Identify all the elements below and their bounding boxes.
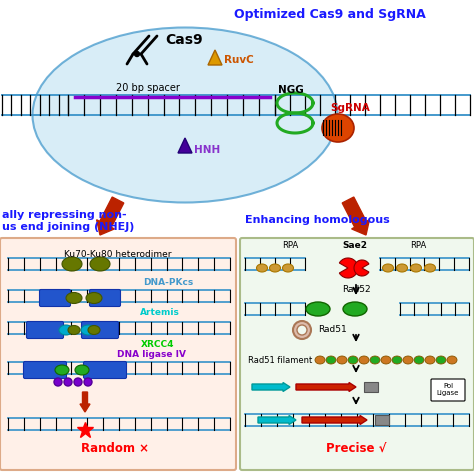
FancyArrow shape bbox=[252, 383, 290, 392]
Text: Rad51 filament: Rad51 filament bbox=[248, 356, 312, 365]
Text: Optimized Cas9 and SgRNA: Optimized Cas9 and SgRNA bbox=[234, 8, 426, 21]
Ellipse shape bbox=[270, 264, 281, 272]
Text: Rad52: Rad52 bbox=[342, 285, 370, 294]
Text: Precise √: Precise √ bbox=[326, 441, 386, 455]
Ellipse shape bbox=[322, 114, 354, 142]
Ellipse shape bbox=[392, 356, 402, 364]
Polygon shape bbox=[178, 138, 192, 153]
Text: DNA ligase IV: DNA ligase IV bbox=[118, 350, 186, 359]
Ellipse shape bbox=[326, 356, 336, 364]
Ellipse shape bbox=[306, 302, 330, 316]
Text: DNA-PKcs: DNA-PKcs bbox=[143, 278, 193, 287]
Ellipse shape bbox=[66, 292, 82, 303]
Text: Artemis: Artemis bbox=[140, 308, 180, 317]
Text: 20 bp spacer: 20 bp spacer bbox=[116, 83, 180, 93]
Ellipse shape bbox=[425, 356, 435, 364]
Text: RuvC: RuvC bbox=[224, 55, 254, 65]
FancyBboxPatch shape bbox=[27, 321, 64, 338]
Ellipse shape bbox=[59, 325, 73, 335]
Text: NGG: NGG bbox=[278, 85, 304, 95]
Ellipse shape bbox=[256, 264, 267, 272]
FancyArrow shape bbox=[80, 392, 90, 412]
Ellipse shape bbox=[436, 356, 446, 364]
Text: Pol
Ligase: Pol Ligase bbox=[437, 383, 459, 396]
FancyBboxPatch shape bbox=[82, 321, 118, 338]
Ellipse shape bbox=[62, 257, 82, 271]
Bar bbox=[375, 415, 389, 425]
Text: ally repressing non-: ally repressing non- bbox=[2, 210, 127, 220]
Ellipse shape bbox=[55, 365, 69, 375]
Polygon shape bbox=[208, 50, 222, 65]
Text: RPA: RPA bbox=[282, 241, 298, 250]
FancyBboxPatch shape bbox=[0, 238, 236, 470]
Wedge shape bbox=[354, 260, 369, 276]
Bar bbox=[364, 382, 378, 392]
FancyArrow shape bbox=[258, 416, 296, 425]
FancyBboxPatch shape bbox=[90, 290, 120, 307]
Ellipse shape bbox=[88, 326, 100, 335]
Text: SgRNA: SgRNA bbox=[330, 103, 370, 113]
Circle shape bbox=[64, 378, 72, 386]
Text: HNH: HNH bbox=[194, 145, 220, 155]
Ellipse shape bbox=[370, 356, 380, 364]
FancyBboxPatch shape bbox=[83, 362, 127, 379]
Ellipse shape bbox=[447, 356, 457, 364]
Circle shape bbox=[293, 321, 311, 339]
Ellipse shape bbox=[383, 264, 393, 272]
FancyArrow shape bbox=[296, 383, 356, 392]
Ellipse shape bbox=[381, 356, 391, 364]
FancyBboxPatch shape bbox=[39, 290, 71, 307]
Circle shape bbox=[54, 378, 62, 386]
Circle shape bbox=[84, 378, 92, 386]
Ellipse shape bbox=[403, 356, 413, 364]
FancyBboxPatch shape bbox=[431, 379, 465, 401]
Ellipse shape bbox=[410, 264, 421, 272]
Ellipse shape bbox=[425, 264, 436, 272]
Circle shape bbox=[297, 325, 307, 335]
Ellipse shape bbox=[396, 264, 408, 272]
FancyBboxPatch shape bbox=[24, 362, 66, 379]
Ellipse shape bbox=[86, 292, 102, 303]
Text: Ku70-Ku80 heterodimer: Ku70-Ku80 heterodimer bbox=[64, 250, 172, 259]
Ellipse shape bbox=[90, 257, 110, 271]
Wedge shape bbox=[339, 258, 358, 278]
FancyBboxPatch shape bbox=[240, 238, 474, 470]
Ellipse shape bbox=[315, 356, 325, 364]
Text: Random ×: Random × bbox=[81, 441, 149, 455]
Ellipse shape bbox=[414, 356, 424, 364]
Text: Sae2: Sae2 bbox=[343, 241, 367, 250]
Text: us end joining (NHEJ): us end joining (NHEJ) bbox=[2, 222, 134, 232]
Ellipse shape bbox=[68, 326, 80, 335]
FancyArrow shape bbox=[342, 197, 369, 235]
Ellipse shape bbox=[283, 264, 293, 272]
Text: XRCC4: XRCC4 bbox=[141, 340, 175, 349]
Ellipse shape bbox=[81, 325, 95, 335]
Ellipse shape bbox=[348, 356, 358, 364]
Ellipse shape bbox=[33, 27, 337, 202]
FancyArrow shape bbox=[302, 416, 367, 425]
Text: Enhancing homologous: Enhancing homologous bbox=[245, 215, 390, 225]
Ellipse shape bbox=[343, 302, 367, 316]
Circle shape bbox=[135, 52, 139, 56]
Ellipse shape bbox=[337, 356, 347, 364]
Ellipse shape bbox=[75, 365, 89, 375]
Text: Cas9: Cas9 bbox=[165, 33, 202, 47]
Circle shape bbox=[74, 378, 82, 386]
Text: Rad51: Rad51 bbox=[318, 326, 347, 335]
Ellipse shape bbox=[359, 356, 369, 364]
Text: RPA: RPA bbox=[410, 241, 426, 250]
FancyArrow shape bbox=[97, 197, 124, 235]
